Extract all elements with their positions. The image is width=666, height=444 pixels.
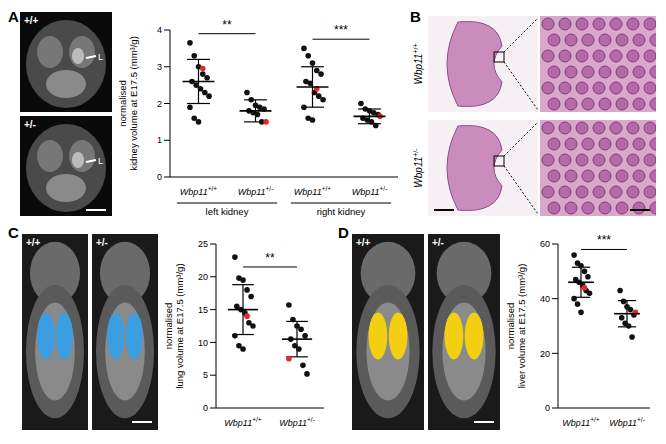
svg-text:**: ** <box>222 18 232 32</box>
svg-text:Wbp11+/+: Wbp11+/+ <box>224 416 261 428</box>
svg-text:5: 5 <box>203 370 208 380</box>
svg-text:Wbp11+/-: Wbp11+/- <box>279 416 315 428</box>
svg-text:left kidney: left kidney <box>206 206 249 217</box>
svg-text:10: 10 <box>198 338 208 348</box>
svg-text:3: 3 <box>157 62 162 72</box>
svg-text:L: L <box>98 156 103 166</box>
svg-text:20: 20 <box>540 349 550 359</box>
svg-text:0: 0 <box>545 403 550 413</box>
svg-text:Wbp11+/-: Wbp11+/- <box>352 185 388 197</box>
svg-text:+/+: +/+ <box>26 237 41 248</box>
svg-text:+/+: +/+ <box>24 15 39 26</box>
svg-text:right kidney: right kidney <box>317 206 366 217</box>
svg-text:normalised: normalised <box>117 80 128 126</box>
svg-text:25: 25 <box>198 239 208 249</box>
svg-text:20: 20 <box>198 272 208 282</box>
svg-text:0: 0 <box>203 403 208 413</box>
svg-text:+/+: +/+ <box>356 237 371 248</box>
svg-text:40: 40 <box>540 294 550 304</box>
svg-text:Wbp11+/+: Wbp11+/+ <box>180 185 217 197</box>
svg-text:0: 0 <box>157 172 162 182</box>
svg-text:Wbp11+/+: Wbp11+/+ <box>294 185 331 197</box>
svg-text:60: 60 <box>540 239 550 249</box>
svg-text:**: ** <box>265 251 275 265</box>
html-text:B: B <box>410 8 421 25</box>
svg-text:***: *** <box>597 233 611 247</box>
svg-text:Wbp11+/+: Wbp11+/+ <box>562 416 599 428</box>
svg-text:L: L <box>98 52 103 62</box>
html-text:C: C <box>8 224 19 241</box>
svg-text:kidney volume at E17.5 (mm³/g): kidney volume at E17.5 (mm³/g) <box>128 36 139 171</box>
svg-text:Wbp11+/+: Wbp11+/+ <box>412 43 424 84</box>
html-text:D: D <box>338 224 349 241</box>
svg-text:lung volume at E17.5 (mm³/g): lung volume at E17.5 (mm³/g) <box>174 263 185 388</box>
html-text:A: A <box>8 8 19 25</box>
svg-text:normalised: normalised <box>505 303 516 349</box>
svg-text:Wbp11+/-: Wbp11+/- <box>238 185 274 197</box>
svg-text:15: 15 <box>198 305 208 315</box>
svg-text:2: 2 <box>157 99 162 109</box>
svg-text:1: 1 <box>157 135 162 145</box>
svg-text:Wbp11+/-: Wbp11+/- <box>412 148 424 188</box>
svg-text:liver volume at E17.5 (mm³/g): liver volume at E17.5 (mm³/g) <box>516 264 527 389</box>
svg-text:***: *** <box>334 23 348 37</box>
svg-text:normalised: normalised <box>163 303 174 349</box>
svg-text:4: 4 <box>157 25 162 35</box>
svg-text:+/-: +/- <box>24 119 36 130</box>
svg-text:+/-: +/- <box>432 237 444 248</box>
svg-text:Wbp11+/-: Wbp11+/- <box>609 416 645 428</box>
svg-text:+/-: +/- <box>96 237 108 248</box>
